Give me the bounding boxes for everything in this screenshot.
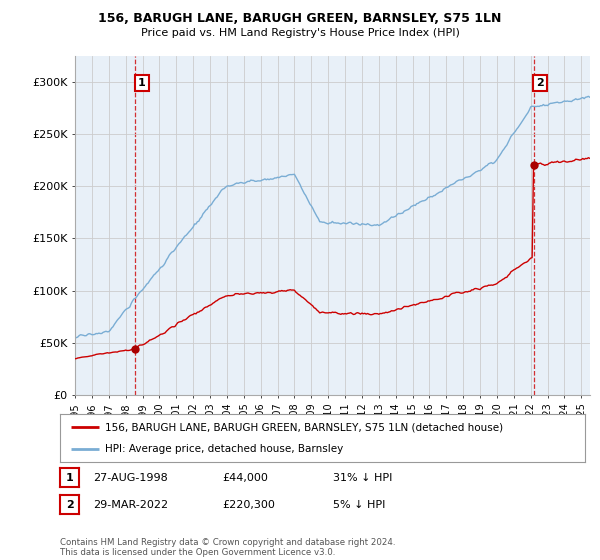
Text: 156, BARUGH LANE, BARUGH GREEN, BARNSLEY, S75 1LN (detached house): 156, BARUGH LANE, BARUGH GREEN, BARNSLEY… — [104, 422, 503, 432]
Text: Price paid vs. HM Land Registry's House Price Index (HPI): Price paid vs. HM Land Registry's House … — [140, 28, 460, 38]
Text: £44,000: £44,000 — [222, 473, 268, 483]
Text: 2: 2 — [66, 500, 73, 510]
Text: 5% ↓ HPI: 5% ↓ HPI — [333, 500, 385, 510]
Text: 1: 1 — [66, 473, 73, 483]
Text: 31% ↓ HPI: 31% ↓ HPI — [333, 473, 392, 483]
Text: £220,300: £220,300 — [222, 500, 275, 510]
Text: 2: 2 — [536, 78, 544, 88]
Text: Contains HM Land Registry data © Crown copyright and database right 2024.
This d: Contains HM Land Registry data © Crown c… — [60, 538, 395, 557]
Text: HPI: Average price, detached house, Barnsley: HPI: Average price, detached house, Barn… — [104, 444, 343, 454]
Text: 156, BARUGH LANE, BARUGH GREEN, BARNSLEY, S75 1LN: 156, BARUGH LANE, BARUGH GREEN, BARNSLEY… — [98, 12, 502, 25]
Text: 29-MAR-2022: 29-MAR-2022 — [93, 500, 168, 510]
Text: 1: 1 — [138, 78, 146, 88]
Text: 27-AUG-1998: 27-AUG-1998 — [93, 473, 168, 483]
